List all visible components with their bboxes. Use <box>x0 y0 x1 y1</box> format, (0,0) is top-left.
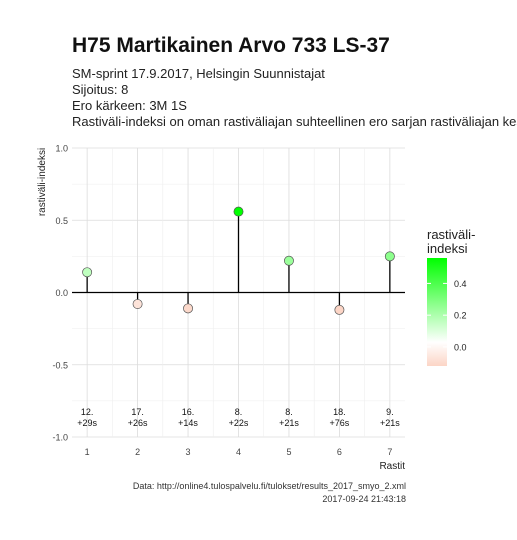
point-label-time: +29s <box>77 418 97 428</box>
chart-title: H75 Martikainen Arvo 733 LS-37 <box>72 34 390 57</box>
y-tick-label: -0.5 <box>52 360 68 370</box>
y-tick-label: 1.0 <box>55 144 68 154</box>
point-label-time: +76s <box>330 418 350 428</box>
data-point <box>233 206 244 217</box>
x-tick-label: 1 <box>85 447 90 457</box>
data-point <box>334 304 345 315</box>
data-point <box>384 251 395 262</box>
point-labels: 12.+29s17.+26s16.+14s8.+22s8.+21s18.+76s… <box>77 407 400 428</box>
point-label-time: +21s <box>279 418 299 428</box>
y-tick-label: -1.0 <box>52 433 68 443</box>
data-source: Data: http://online4.tulospalvelu.fi/tul… <box>132 481 406 491</box>
point-label-time: +14s <box>178 418 198 428</box>
legend-tick-label: 0.4 <box>454 279 467 289</box>
point-label-rank: 8. <box>285 407 293 417</box>
event-subtitle: SM-sprint 17.9.2017, Helsingin Suunnista… <box>72 66 325 81</box>
y-axis-tick-labels: 1.0 0.5 0.0 -0.5 -1.0 <box>52 144 68 443</box>
point-label-time: +26s <box>128 418 148 428</box>
data-point <box>284 255 294 266</box>
point-label-rank: 17. <box>131 407 144 417</box>
description-subtitle: Rastiväli-indeksi on oman rastiväliajan … <box>72 114 517 129</box>
data-point <box>132 299 143 310</box>
timestamp: 2017-09-24 21:43:18 <box>322 494 406 504</box>
data-point <box>183 303 193 314</box>
x-tick-label: 2 <box>135 447 140 457</box>
x-tick-label: 3 <box>186 447 191 457</box>
points <box>82 206 395 315</box>
point-label-time: +21s <box>380 418 400 428</box>
x-tick-label: 6 <box>337 447 342 457</box>
point-label-rank: 18. <box>333 407 346 417</box>
x-axis-tick-labels: 1 2 3 4 5 6 7 <box>85 447 393 457</box>
gap-subtitle: Ero kärkeen: 3M 1S <box>72 98 187 113</box>
legend-ticks: 0.4 0.2 0.0 <box>427 279 467 352</box>
x-tick-label: 7 <box>387 447 392 457</box>
point-label-rank: 9. <box>386 407 394 417</box>
data-point <box>82 267 93 278</box>
point-label-rank: 16. <box>182 407 195 417</box>
y-tick-label: 0.0 <box>55 288 68 298</box>
x-tick-label: 5 <box>286 447 291 457</box>
legend-title-line1: rastiväli- <box>427 227 475 242</box>
legend-tick-label: 0.2 <box>454 311 467 321</box>
legend-title-line2: indeksi <box>427 241 468 256</box>
y-axis-label: rastiväli-indeksi <box>37 148 48 216</box>
x-axis-label: Rastit <box>379 461 405 472</box>
legend: rastiväli- indeksi 0.4 0.2 0.0 <box>427 227 475 366</box>
y-tick-label: 0.5 <box>55 216 68 226</box>
point-label-rank: 8. <box>235 407 243 417</box>
placement-subtitle: Sijoitus: 8 <box>72 82 129 97</box>
legend-tick-label: 0.0 <box>454 342 467 352</box>
point-label-rank: 12. <box>81 407 94 417</box>
point-label-time: +22s <box>229 418 249 428</box>
legend-colorbar <box>427 258 447 366</box>
x-tick-label: 4 <box>236 447 241 457</box>
